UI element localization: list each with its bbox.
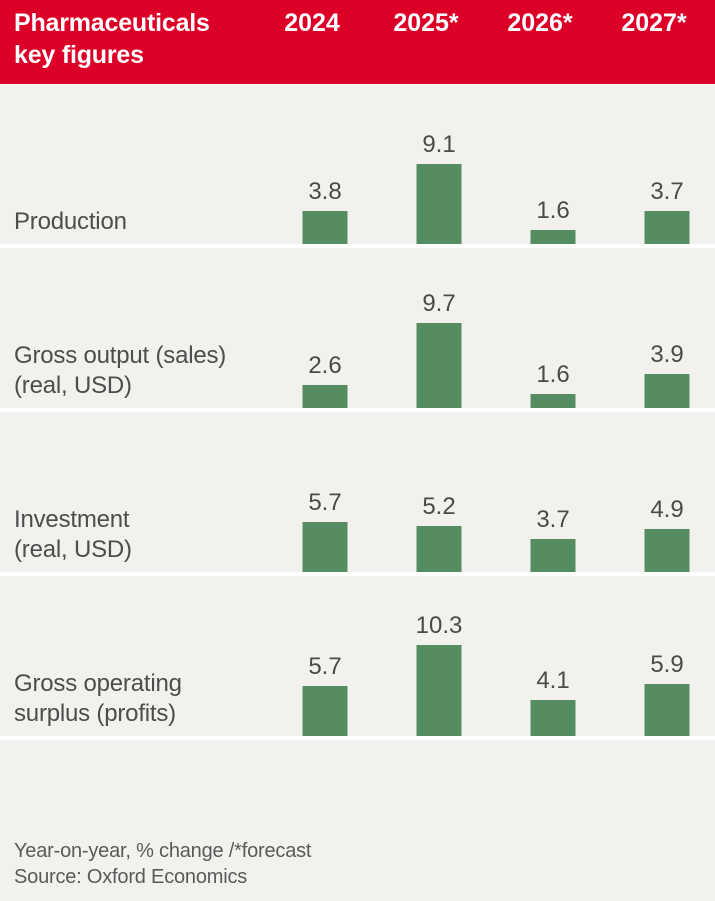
bar bbox=[530, 539, 576, 572]
bar bbox=[644, 684, 690, 736]
bar bbox=[302, 685, 348, 736]
table-row: Production 3.8 9.1 1.6 3.7 bbox=[0, 84, 715, 248]
bar-value-label: 5.9 bbox=[650, 651, 684, 679]
chart-title: Pharmaceuticals key figures bbox=[14, 9, 210, 69]
bar bbox=[530, 393, 576, 408]
bar-value-label: 9.1 bbox=[422, 130, 456, 158]
bar bbox=[416, 526, 462, 572]
row-label: Gross operating surplus (profits) bbox=[14, 669, 182, 729]
bar bbox=[416, 163, 462, 244]
row-label-line: Gross output (sales) bbox=[14, 342, 227, 369]
bar-value-label: 5.7 bbox=[308, 652, 342, 680]
table-row: Gross output (sales) (real, USD) 2.6 9.7 1.6… bbox=[0, 248, 715, 412]
table-row: Investment (real, USD) 5.7 5.2 3.7 4.9 bbox=[0, 412, 715, 576]
bar-value-label: 3.8 bbox=[308, 177, 342, 205]
row-label-line: Production bbox=[14, 208, 127, 235]
bar-value-label: 5.2 bbox=[422, 493, 456, 521]
row-label-line: (real, USD) bbox=[14, 536, 132, 563]
bar bbox=[416, 322, 462, 408]
bar-value-label: 4.1 bbox=[536, 666, 570, 694]
row-label-line: Gross operating bbox=[14, 670, 182, 697]
row-label-line: (real, USD) bbox=[14, 372, 132, 399]
bar-value-label: 2.6 bbox=[308, 352, 342, 380]
bar bbox=[302, 210, 348, 244]
bar bbox=[416, 645, 462, 736]
unit-note: Year-on-year, % change /*forecast bbox=[14, 840, 312, 862]
bar-value-label: 3.7 bbox=[650, 178, 684, 206]
bar bbox=[302, 521, 348, 572]
table-header: Pharmaceuticals key figures 2024 2025* 202… bbox=[0, 0, 715, 84]
bar-value-label: 3.7 bbox=[536, 506, 570, 534]
bar-value-label: 10.3 bbox=[415, 612, 463, 640]
row-label: Production bbox=[14, 207, 127, 237]
bar-value-label: 1.6 bbox=[536, 360, 570, 388]
bar-value-label: 1.6 bbox=[536, 196, 570, 224]
bar-value-label: 5.7 bbox=[308, 488, 342, 516]
row-label-line: Investment bbox=[14, 506, 130, 533]
bar bbox=[302, 385, 348, 408]
column-header: 2025* bbox=[393, 9, 459, 37]
footnote: Year-on-year, % change /*forecast Source… bbox=[14, 838, 311, 890]
bar bbox=[644, 528, 690, 572]
rows: Production 3.8 9.1 1.6 3.7 Gross output (sale… bbox=[0, 84, 715, 740]
bar bbox=[530, 229, 576, 244]
row-label: Investment (real, USD) bbox=[14, 505, 132, 565]
row-label: Gross output (sales) (real, USD) bbox=[14, 341, 226, 401]
source-note: Source: Oxford Economics bbox=[14, 866, 248, 888]
column-header: 2027* bbox=[621, 9, 687, 37]
row-label-line: surplus (profits) bbox=[14, 700, 176, 727]
bar bbox=[644, 373, 690, 408]
bar-value-label: 9.7 bbox=[422, 289, 456, 317]
bar bbox=[644, 211, 690, 244]
bar-value-label: 4.9 bbox=[650, 495, 684, 523]
column-header: 2026* bbox=[507, 9, 573, 37]
bar bbox=[530, 699, 576, 736]
bar-value-label: 3.9 bbox=[650, 340, 684, 368]
table-row: Gross operating surplus (profits) 5.7 10.3 4… bbox=[0, 576, 715, 740]
column-header: 2024 bbox=[284, 9, 340, 37]
